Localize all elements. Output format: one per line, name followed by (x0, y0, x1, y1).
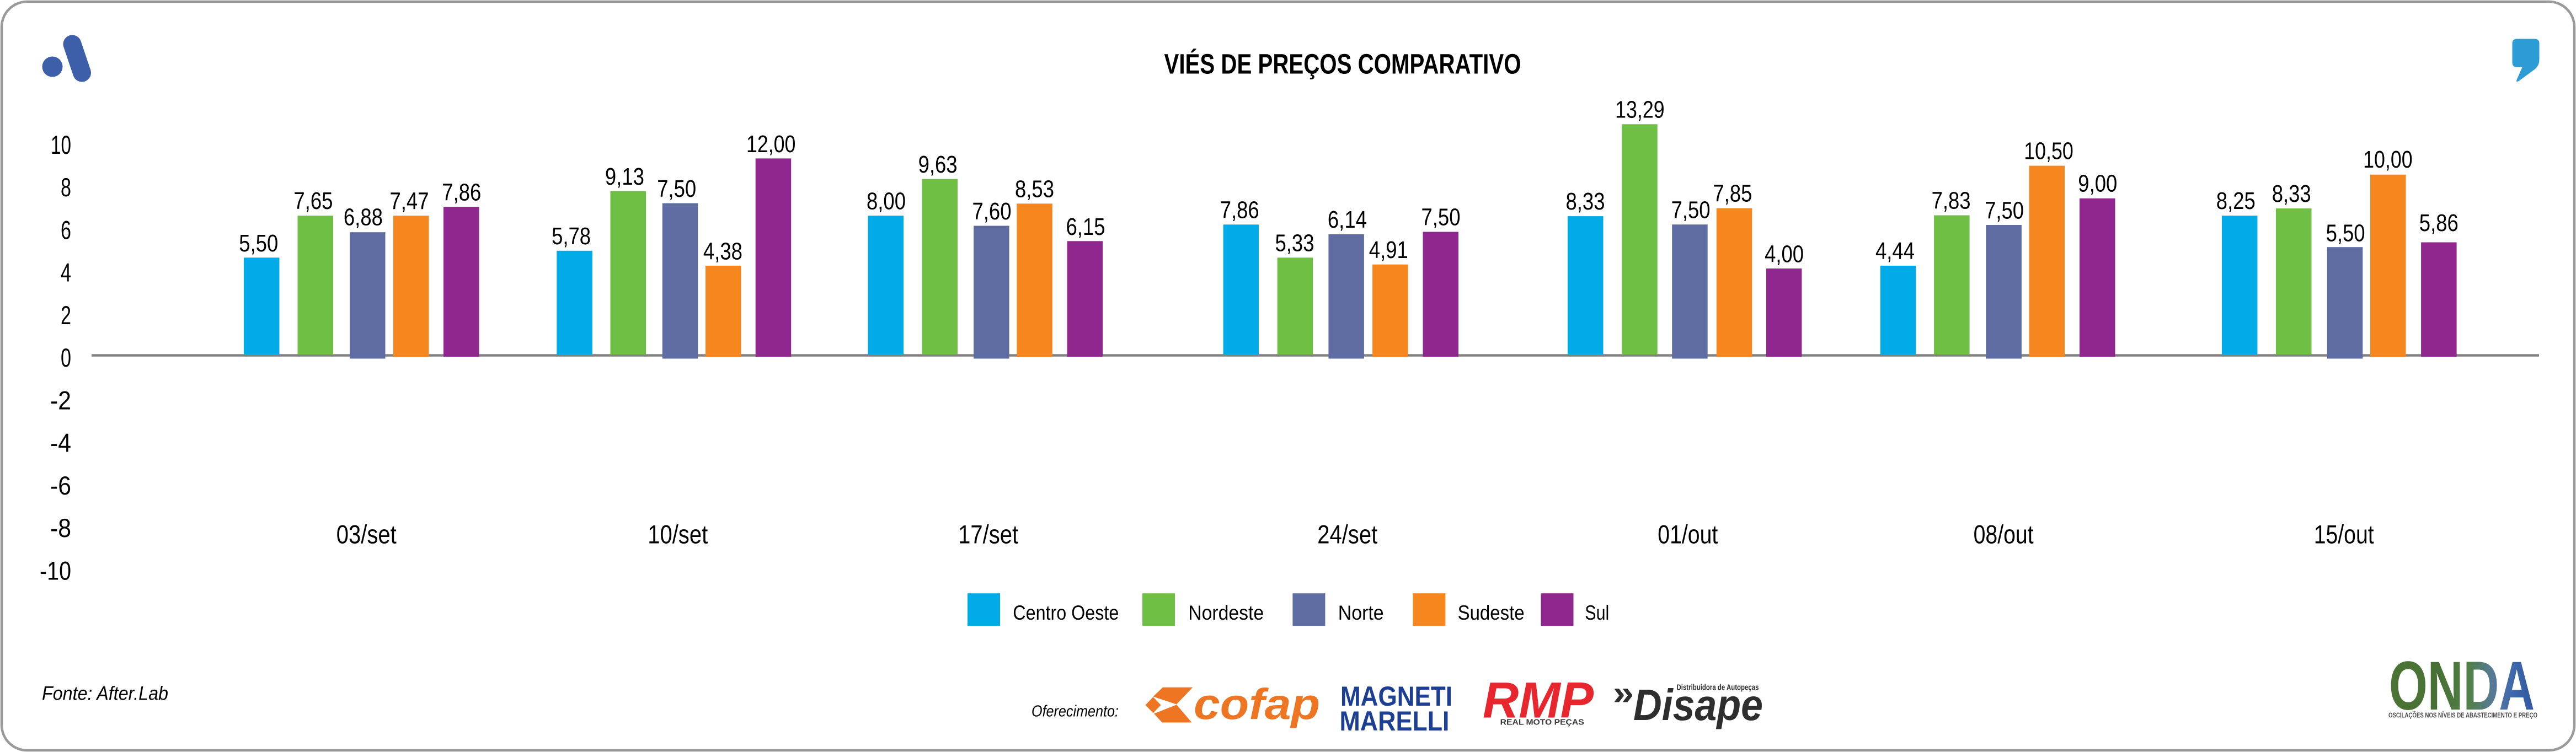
svg-text:cofap: cofap (1194, 679, 1320, 728)
svg-text:Nordeste: Nordeste (1188, 601, 1264, 624)
svg-text:03/set: 03/set (336, 520, 397, 550)
svg-text:-8: -8 (50, 513, 71, 542)
svg-text:8: 8 (61, 173, 71, 202)
svg-text:7,47: 7,47 (390, 189, 429, 215)
svg-text:-2: -2 (50, 385, 71, 415)
svg-text:Oferecimento:: Oferecimento: (1032, 703, 1119, 721)
svg-text:10,00: 10,00 (2363, 147, 2413, 173)
svg-text:7,83: 7,83 (1932, 188, 1971, 214)
svg-text:Sul: Sul (1585, 601, 1609, 624)
svg-text:MARELLI: MARELLI (1340, 706, 1450, 737)
svg-text:9,00: 9,00 (2078, 171, 2117, 197)
svg-text:12,00: 12,00 (746, 131, 796, 158)
svg-text:-4: -4 (50, 428, 71, 458)
svg-text:Distribuidora de Autopeças: Distribuidora de Autopeças (1677, 683, 1759, 692)
svg-text:8,33: 8,33 (2272, 181, 2311, 207)
svg-text:Fonte: After.Lab: Fonte: After.Lab (42, 682, 168, 704)
svg-text:15/out: 15/out (2314, 520, 2374, 550)
svg-text:VIÉS DE PREÇOS COMPARATIVO: VIÉS DE PREÇOS COMPARATIVO (1164, 49, 1521, 80)
svg-text:6,15: 6,15 (1066, 214, 1105, 240)
svg-text:8,53: 8,53 (1015, 176, 1054, 203)
svg-text:9,63: 9,63 (918, 152, 958, 178)
svg-text:7,50: 7,50 (1421, 205, 1461, 231)
svg-text:10,50: 10,50 (2024, 138, 2073, 165)
svg-text:7,50: 7,50 (1671, 197, 1711, 224)
svg-text:8,00: 8,00 (867, 189, 906, 215)
svg-text:08/out: 08/out (1974, 520, 2034, 550)
svg-text:5,50: 5,50 (239, 230, 278, 257)
svg-text:7,86: 7,86 (442, 180, 481, 206)
svg-text:4: 4 (61, 258, 71, 287)
svg-text:6,14: 6,14 (1328, 207, 1367, 233)
svg-text:REAL MOTO PEÇAS: REAL MOTO PEÇAS (1500, 718, 1584, 727)
svg-text:Sudeste: Sudeste (1458, 601, 1525, 624)
svg-text:-10: -10 (40, 556, 71, 585)
svg-text:6: 6 (61, 215, 71, 244)
svg-text:7,86: 7,86 (1220, 197, 1259, 224)
svg-text:0: 0 (61, 343, 71, 372)
svg-text:9,13: 9,13 (605, 164, 644, 190)
svg-text:4,38: 4,38 (703, 239, 742, 265)
svg-text:17/set: 17/set (958, 520, 1018, 550)
svg-text:4,00: 4,00 (1765, 241, 1804, 268)
svg-text:2: 2 (61, 300, 71, 330)
svg-text:RMP: RMP (1483, 673, 1594, 729)
svg-text:10/set: 10/set (648, 520, 708, 550)
svg-text:24/set: 24/set (1317, 520, 1377, 550)
svg-text:Disape: Disape (1633, 680, 1763, 729)
svg-text:8,33: 8,33 (1566, 189, 1605, 215)
svg-text:5,50: 5,50 (2326, 220, 2365, 246)
svg-text:01/out: 01/out (1658, 520, 1718, 550)
svg-text:Norte: Norte (1338, 601, 1384, 624)
svg-text:7,65: 7,65 (293, 188, 333, 214)
svg-text:7,50: 7,50 (1985, 198, 2024, 224)
svg-text:MAGNETI: MAGNETI (1340, 681, 1452, 712)
svg-text:Centro Oeste: Centro Oeste (1013, 601, 1119, 624)
svg-text:4,91: 4,91 (1369, 237, 1408, 264)
svg-text:5,78: 5,78 (552, 223, 591, 250)
svg-text:-6: -6 (50, 471, 71, 500)
svg-text:7,85: 7,85 (1713, 181, 1752, 207)
svg-text:5,33: 5,33 (1275, 230, 1314, 257)
svg-text:6,88: 6,88 (344, 205, 383, 231)
svg-text:»: » (1613, 674, 1634, 712)
svg-text:4,44: 4,44 (1875, 238, 1915, 265)
svg-text:8,25: 8,25 (2216, 188, 2256, 214)
svg-text:7,50: 7,50 (657, 176, 696, 202)
svg-text:5,86: 5,86 (2419, 210, 2459, 237)
svg-text:7,60: 7,60 (972, 198, 1012, 225)
svg-text:ONDA: ONDA (2389, 648, 2535, 724)
svg-text:13,29: 13,29 (1615, 97, 1665, 123)
svg-text:10: 10 (51, 130, 71, 159)
svg-text:OSCILAÇÕES NOS NÍVEIS DE ABAST: OSCILAÇÕES NOS NÍVEIS DE ABASTECIMENTO E… (2388, 711, 2537, 719)
